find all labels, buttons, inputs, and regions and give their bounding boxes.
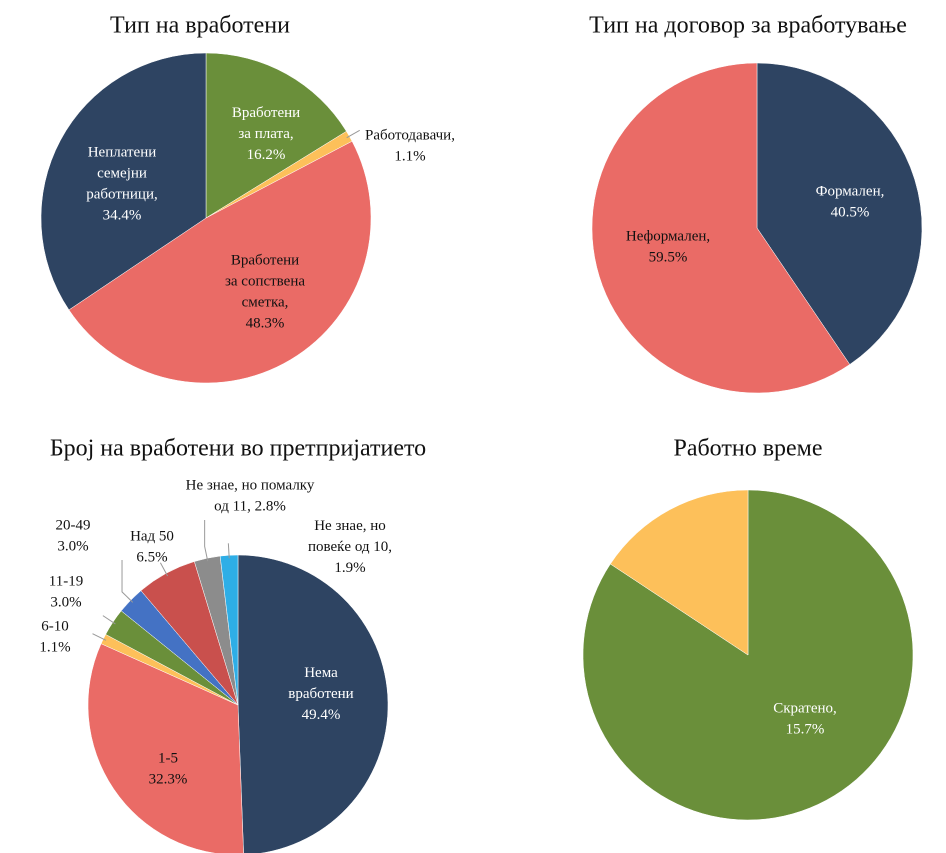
chart-title: Тип на вработени bbox=[110, 13, 290, 39]
pie-slice bbox=[205, 52, 347, 219]
data-label: Вработени за сопствена сметка, 48.3% bbox=[225, 253, 305, 332]
pie-slice bbox=[68, 140, 372, 384]
chart-title: Работно време bbox=[673, 436, 822, 462]
data-label: Формален, 40.5% bbox=[816, 184, 885, 221]
data-label: Над 50 6.5% bbox=[130, 529, 174, 566]
pie-slice bbox=[610, 489, 749, 656]
pie-slice bbox=[756, 62, 923, 365]
data-label: Нема вработени 49.4% bbox=[288, 665, 353, 723]
leader-line bbox=[159, 562, 169, 577]
data-label: Вработени за плата, 16.2% bbox=[232, 105, 300, 163]
data-label: 20-49 3.0% bbox=[56, 518, 91, 555]
pie-slice bbox=[591, 62, 851, 394]
leader-line bbox=[102, 615, 116, 625]
data-label: 1-5 32.3% bbox=[149, 751, 188, 788]
pie-slice bbox=[87, 643, 244, 853]
leader-line bbox=[346, 129, 360, 139]
data-label: Скратено, 15.7% bbox=[773, 701, 837, 738]
data-label: Работодавачи, 1.1% bbox=[365, 128, 455, 165]
leader-line bbox=[121, 560, 134, 603]
data-label: Неформален, 59.5% bbox=[626, 229, 710, 266]
data-label: Не знае, но помалку од 11, 2.8% bbox=[186, 478, 315, 515]
pie-slice bbox=[582, 489, 914, 821]
data-label: Не знае, но повеќе од 10, 1.9% bbox=[308, 518, 392, 576]
pie-slice bbox=[237, 554, 389, 853]
data-label: Неплатени семејни работници, 34.4% bbox=[86, 145, 158, 224]
leader-line bbox=[204, 520, 209, 562]
chart-title: Тип на договор за вработување bbox=[589, 13, 907, 39]
data-label: 11-19 3.0% bbox=[49, 574, 83, 611]
pie-slice bbox=[40, 52, 207, 311]
leader-line bbox=[92, 633, 107, 641]
leader-line bbox=[227, 543, 230, 559]
chart-title: Број на вработени во претпријатието bbox=[50, 436, 426, 462]
data-label: 6-10 1.1% bbox=[39, 619, 70, 656]
